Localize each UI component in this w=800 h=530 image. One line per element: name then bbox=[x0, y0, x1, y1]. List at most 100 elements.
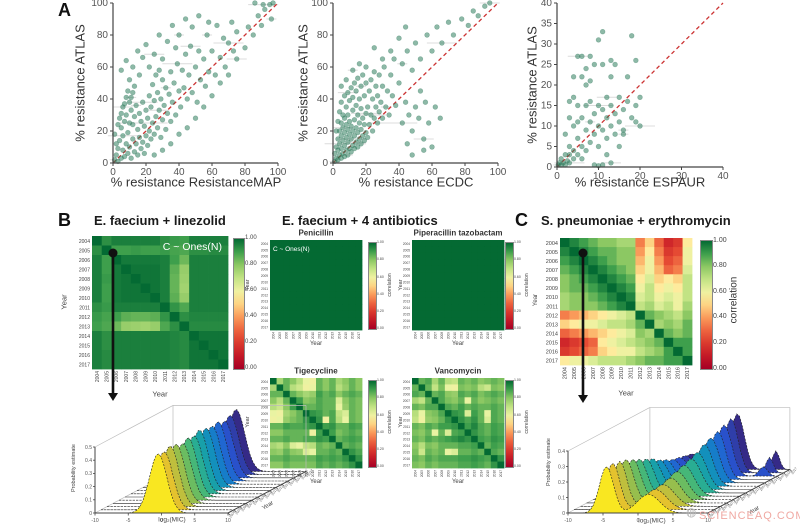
svg-text:2016: 2016 bbox=[261, 457, 268, 461]
svg-text:2004: 2004 bbox=[272, 470, 276, 477]
watermark-text: SCIENCEAQ.COM bbox=[699, 510, 800, 522]
svg-text:2008: 2008 bbox=[134, 371, 140, 382]
colorbar-tick: 1.00 bbox=[245, 235, 257, 241]
colorbar-tick: 0.60 bbox=[713, 287, 727, 295]
svg-text:2004: 2004 bbox=[403, 380, 410, 384]
svg-text:2006: 2006 bbox=[403, 255, 410, 259]
svg-text:40: 40 bbox=[317, 94, 329, 105]
svg-text:10: 10 bbox=[705, 518, 711, 524]
svg-text:2008: 2008 bbox=[440, 332, 444, 339]
svg-text:2014: 2014 bbox=[337, 470, 341, 477]
svg-text:2011: 2011 bbox=[271, 488, 279, 496]
svg-text:2004: 2004 bbox=[261, 380, 268, 384]
scatter1-xlabel: % resistance ResistanceMAP bbox=[110, 174, 282, 190]
svg-text:2012: 2012 bbox=[261, 293, 268, 297]
svg-text:2008: 2008 bbox=[261, 268, 268, 272]
svg-text:0: 0 bbox=[322, 158, 328, 169]
svg-text:2015: 2015 bbox=[79, 344, 90, 350]
colorbar-tick: 0.20 bbox=[514, 447, 521, 452]
svg-text:35: 35 bbox=[541, 19, 553, 30]
svg-text:2008: 2008 bbox=[79, 277, 90, 283]
scatter-plot-espaur: 0 10 20 30 40 0 5 10 15 20 25 30 35 40 bbox=[541, 0, 729, 182]
colorbar-tick: 0.80 bbox=[514, 395, 521, 400]
svg-text:2011: 2011 bbox=[629, 367, 635, 379]
ridgeline-3d-linezolid: 00.10.20.30.40.5-10 -5 0 5 10200420052006200… bbox=[85, 405, 314, 524]
svg-text:0.4: 0.4 bbox=[558, 449, 565, 455]
colorbar-tick: 0.60 bbox=[377, 274, 384, 279]
svg-text:2007: 2007 bbox=[261, 399, 268, 403]
svg-text:2008: 2008 bbox=[546, 277, 558, 283]
svg-text:2011: 2011 bbox=[79, 306, 90, 312]
svg-text:2004: 2004 bbox=[79, 239, 90, 245]
svg-text:80: 80 bbox=[97, 30, 109, 41]
svg-text:2011: 2011 bbox=[403, 287, 410, 291]
svg-text:2008: 2008 bbox=[440, 470, 444, 477]
svg-text:2016: 2016 bbox=[492, 470, 496, 477]
svg-text:60: 60 bbox=[206, 167, 218, 178]
colorbar-tick: 0.40 bbox=[377, 291, 384, 296]
svg-text:2010: 2010 bbox=[311, 470, 315, 477]
svg-text:2016: 2016 bbox=[492, 332, 496, 339]
svg-text:-10: -10 bbox=[91, 518, 98, 524]
heatmap-penicillin: 2004200520062007200820092010201120122013… bbox=[261, 240, 363, 339]
svg-text:2009: 2009 bbox=[403, 274, 410, 278]
svg-text:2009: 2009 bbox=[546, 286, 558, 292]
colorbar-tick: 0.00 bbox=[514, 464, 521, 469]
svg-text:2017: 2017 bbox=[357, 470, 361, 477]
svg-text:0: 0 bbox=[562, 511, 565, 517]
svg-text:2005: 2005 bbox=[261, 386, 268, 390]
svg-text:2009: 2009 bbox=[610, 367, 616, 379]
svg-text:2005: 2005 bbox=[572, 367, 578, 379]
svg-text:2015: 2015 bbox=[666, 367, 672, 379]
svg-text:2008: 2008 bbox=[403, 268, 410, 272]
svg-text:0.2: 0.2 bbox=[85, 484, 92, 490]
svg-text:2010: 2010 bbox=[403, 418, 410, 422]
svg-text:2008: 2008 bbox=[403, 406, 410, 410]
tigecycline-xlabel: Year bbox=[309, 479, 323, 485]
svg-text:2006: 2006 bbox=[427, 332, 431, 339]
svg-text:2012: 2012 bbox=[638, 367, 644, 379]
colorbar-tick: 0.60 bbox=[514, 274, 521, 279]
svg-text:2012: 2012 bbox=[277, 484, 285, 493]
svg-text:2015: 2015 bbox=[344, 470, 348, 477]
svg-text:2011: 2011 bbox=[460, 332, 464, 339]
svg-text:2015: 2015 bbox=[403, 313, 410, 317]
svg-text:2014: 2014 bbox=[479, 470, 483, 477]
svg-text:2010: 2010 bbox=[261, 280, 268, 284]
svg-text:2005: 2005 bbox=[403, 248, 410, 252]
svg-text:2013: 2013 bbox=[182, 371, 188, 382]
group-title-4-antibiotics: E. faecium + 4 antibiotics bbox=[282, 213, 438, 228]
svg-text:2017: 2017 bbox=[546, 359, 558, 365]
colorbar-tick: 0.80 bbox=[377, 395, 384, 400]
svg-text:2007: 2007 bbox=[591, 367, 597, 379]
heatmap-linezolid-title: E. faecium + linezolid bbox=[94, 213, 226, 228]
svg-text:2016: 2016 bbox=[301, 472, 309, 481]
colorbar bbox=[368, 242, 377, 330]
svg-text:20: 20 bbox=[360, 167, 372, 178]
svg-text:2009: 2009 bbox=[143, 371, 149, 382]
svg-text:2016: 2016 bbox=[261, 319, 268, 323]
penicillin-xlabel: Year bbox=[309, 341, 323, 347]
colorbar-tick: 0.40 bbox=[514, 291, 521, 296]
svg-text:2013: 2013 bbox=[261, 438, 268, 442]
svg-text:2014: 2014 bbox=[261, 444, 268, 448]
colorbar-tick: 0.00 bbox=[377, 326, 384, 331]
svg-text:2014: 2014 bbox=[192, 371, 198, 382]
svg-text:40: 40 bbox=[717, 171, 729, 182]
svg-text:2010: 2010 bbox=[453, 470, 457, 477]
scatter2-xlabel: % resistance ECDC bbox=[358, 174, 474, 190]
svg-text:2004: 2004 bbox=[272, 332, 276, 339]
svg-text:0: 0 bbox=[160, 518, 163, 524]
svg-text:2015: 2015 bbox=[261, 451, 268, 455]
svg-text:2014: 2014 bbox=[403, 306, 410, 310]
svg-text:2012: 2012 bbox=[403, 293, 410, 297]
svg-text:2005: 2005 bbox=[235, 507, 243, 516]
svg-text:2016: 2016 bbox=[546, 350, 558, 356]
svg-text:2014: 2014 bbox=[657, 367, 663, 379]
heatmap-vancomycin: 2004200520062007200820092010201120122013… bbox=[403, 378, 505, 477]
svg-text:2009: 2009 bbox=[261, 274, 268, 278]
svg-text:2006: 2006 bbox=[241, 504, 249, 513]
svg-text:2004: 2004 bbox=[261, 242, 268, 246]
colorbar bbox=[700, 240, 713, 370]
